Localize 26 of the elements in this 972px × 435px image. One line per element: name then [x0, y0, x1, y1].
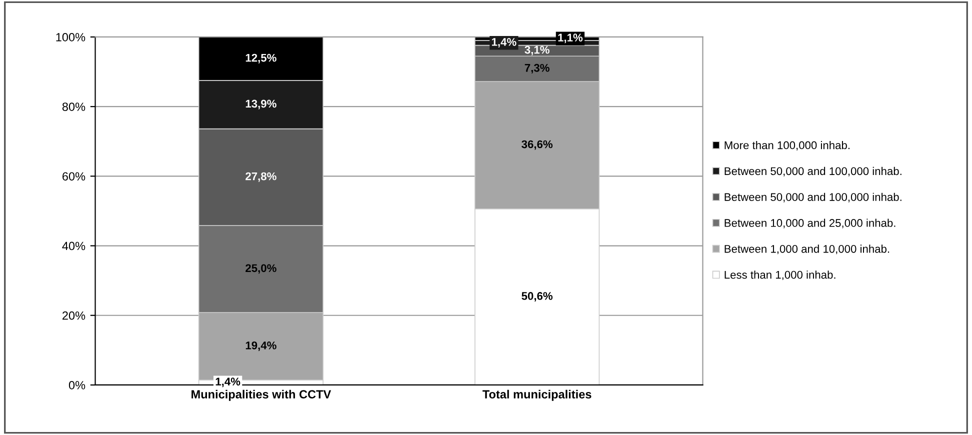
y-tick-label: 20% [62, 311, 86, 320]
legend-label: More than 100,000 inhab. [724, 141, 850, 150]
legend-label: Less than 1,000 inhab. [724, 270, 836, 280]
data-label: 36,6% [522, 140, 553, 150]
legend-label: Between 50,000 and 100,000 inhab. [724, 192, 902, 202]
data-label: 7,3% [524, 64, 550, 74]
legend-label: Between 50,000 and 100,000 inhab. [724, 166, 902, 176]
y-tick-label: 100% [56, 33, 86, 42]
x-tick-label: Total municipalities [482, 390, 592, 401]
y-tick-label: 80% [62, 102, 86, 111]
data-label: 1,1% [558, 34, 583, 44]
data-label: 12,5% [246, 54, 276, 64]
y-tick-label: 0% [68, 381, 86, 390]
data-label: 1,4% [492, 38, 516, 48]
data-label: 19,4% [246, 341, 276, 351]
y-tick-label: 40% [62, 242, 86, 250]
data-label: 13,9% [246, 100, 276, 110]
data-label: 1,4% [216, 378, 240, 388]
data-label: 3,1% [524, 46, 550, 56]
data-label: 50,6% [522, 292, 553, 302]
legend-label: Between 1,000 and 10,000 inhab. [724, 244, 890, 254]
data-label: 25,0% [246, 264, 276, 274]
legend-label: Between 10,000 and 25,000 inhab. [724, 218, 896, 228]
y-tick-label: 60% [62, 172, 86, 181]
x-tick-label: Municipalities with CCTV [192, 390, 332, 401]
data-label: 27,8% [246, 172, 276, 182]
